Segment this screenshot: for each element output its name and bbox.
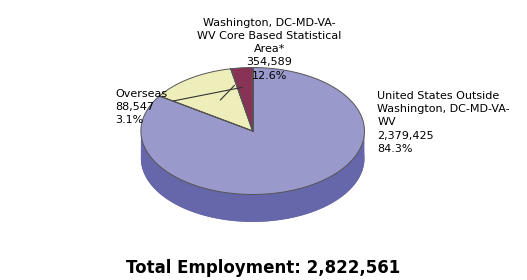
- Text: Total Employment: 2,822,561: Total Employment: 2,822,561: [126, 259, 401, 277]
- Text: Washington, DC-MD-VA-
WV Core Based Statistical
Area*
354,589
12.6%: Washington, DC-MD-VA- WV Core Based Stat…: [197, 18, 341, 100]
- Polygon shape: [141, 95, 365, 222]
- Text: Overseas
88,547
3.1%: Overseas 88,547 3.1%: [115, 87, 242, 125]
- Polygon shape: [231, 67, 252, 131]
- Polygon shape: [141, 67, 365, 195]
- Polygon shape: [160, 69, 252, 131]
- Text: United States Outside
Washington, DC-MD-VA-
WV
2,379,425
84.3%: United States Outside Washington, DC-MD-…: [377, 91, 510, 154]
- Polygon shape: [141, 131, 365, 222]
